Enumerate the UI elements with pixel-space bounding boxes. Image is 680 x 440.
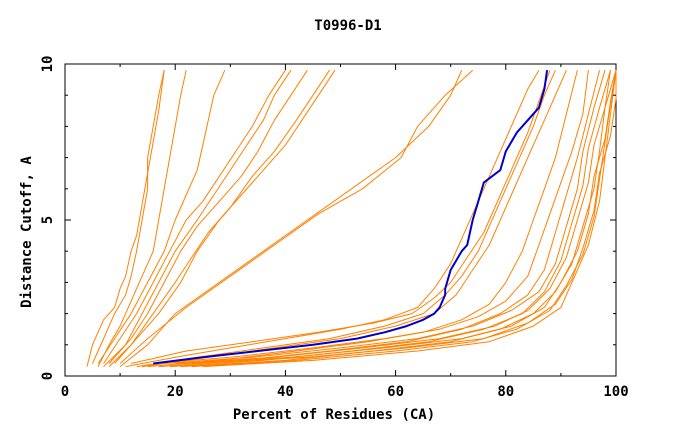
series-line xyxy=(103,69,286,364)
series-line xyxy=(136,69,556,368)
x-tick-labels: 0 20 40 60 80 100 xyxy=(61,384,629,400)
x-tick-label: 40 xyxy=(277,384,294,400)
y-tick-label: 5 xyxy=(40,216,56,224)
series-layer xyxy=(86,69,617,368)
series-line xyxy=(119,69,463,367)
series-line xyxy=(103,69,292,367)
y-tick-label: 10 xyxy=(40,56,56,73)
series-line xyxy=(86,70,165,367)
series-line xyxy=(147,70,578,368)
y-tick-labels: 0 5 10 xyxy=(40,56,56,381)
x-tick-label: 20 xyxy=(167,384,184,400)
series-line xyxy=(97,69,226,364)
ticks-layer xyxy=(64,63,617,377)
y-tick-label: 0 xyxy=(40,372,56,380)
series-line xyxy=(92,70,165,364)
series-line xyxy=(114,69,336,364)
highlight-series-line xyxy=(153,70,549,365)
x-tick-label: 80 xyxy=(497,384,514,400)
x-tick-label: 0 xyxy=(61,384,69,400)
x-tick-label: 100 xyxy=(603,384,628,400)
series-line xyxy=(142,69,567,368)
series-line xyxy=(125,69,540,368)
x-axis-label: Percent of Residues (CA) xyxy=(233,407,435,423)
series-line xyxy=(108,69,308,364)
series-line xyxy=(97,70,187,367)
series-line xyxy=(169,70,611,368)
series-line xyxy=(164,70,606,364)
series-line xyxy=(130,70,551,364)
series-line xyxy=(175,70,617,364)
series-line xyxy=(153,70,589,364)
series-line xyxy=(197,70,617,364)
chart-title: T0996-D1 xyxy=(314,18,381,34)
series-line xyxy=(202,70,617,368)
series-line xyxy=(191,70,617,368)
x-tick-label: 60 xyxy=(387,384,404,400)
series-line xyxy=(186,70,617,364)
series-line xyxy=(119,69,474,364)
y-axis-label: Distance Cutoff, A xyxy=(19,156,35,308)
